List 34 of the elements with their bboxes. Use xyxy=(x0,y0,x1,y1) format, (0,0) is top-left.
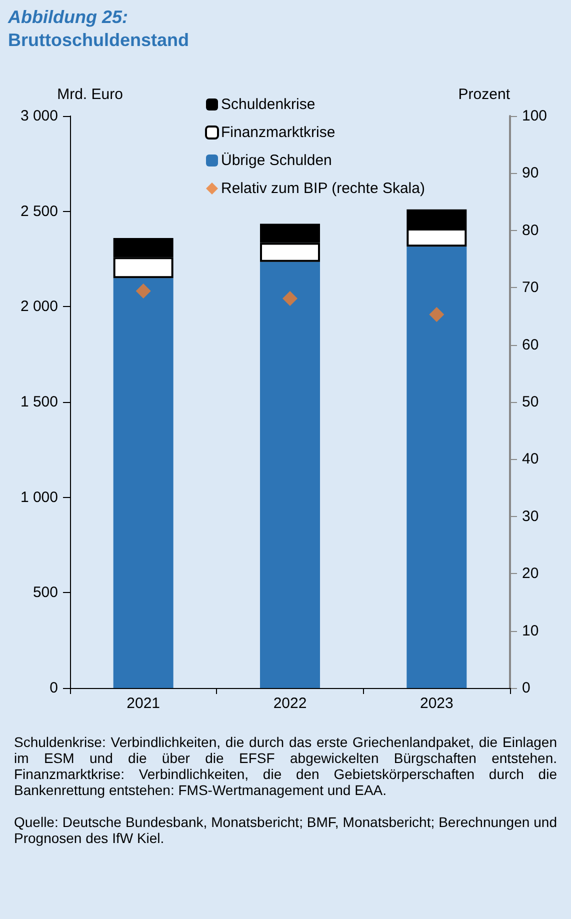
y-tick-label: 500 xyxy=(32,584,58,602)
bar xyxy=(113,278,174,688)
y2-tick-label: 10 xyxy=(522,622,539,640)
legend-label: Schuldenkrise xyxy=(221,96,316,113)
y2-tick-label: 70 xyxy=(522,279,539,296)
chart-title: Abbildung 25: xyxy=(8,6,129,29)
legend-label: Relativ zum BIP (rechte Skala) xyxy=(221,180,425,197)
y-tick-label: 1 000 xyxy=(20,488,58,506)
source-note: Quelle: Deutsche Bundesbank, Monatsbericht; BMF, Monatsbericht; Berechnungen und Prognosen des IfW Kiel. xyxy=(14,814,557,846)
x-tick-label: 2023 xyxy=(420,695,454,712)
y2-tick-label: 30 xyxy=(522,508,539,525)
y2-axis-title: Prozent xyxy=(458,86,511,103)
y2-tick-label: 40 xyxy=(522,450,539,468)
bar xyxy=(260,262,320,688)
y-tick-label: 2 000 xyxy=(20,298,58,316)
legend-label: Finanzmarktkrise xyxy=(221,124,336,141)
x-tick-label: 2022 xyxy=(273,695,307,712)
bar xyxy=(406,246,467,688)
y2-tick-label: 100 xyxy=(522,108,548,124)
y-tick-label: 2 500 xyxy=(20,202,58,220)
y2-tick-label: 20 xyxy=(522,565,539,582)
y2-tick-label: 90 xyxy=(522,164,539,182)
y-tick-label: 1 500 xyxy=(20,394,58,410)
y-tick-label: 3 000 xyxy=(20,108,58,124)
y-axis-title: Mrd. Euro xyxy=(57,86,123,103)
y2-tick-label: 60 xyxy=(522,336,539,354)
y2-tick-label: 80 xyxy=(522,222,539,239)
y2-tick-label: 50 xyxy=(522,394,539,410)
x-tick-label: 2021 xyxy=(126,695,160,712)
legend-label: Übrige Schulden xyxy=(221,152,332,169)
text: Schuldenkrise: Verbindlichkeiten, die durch das erste Griechenlandpaket, die Einlagen im ESM und die über die EFSF abgewickelten Bürgschaften entstehen. Finanzmarktkrise: Verbindlichkeiten, die den Gebietskörperschaften durch die Bankenrettung entstehen: FMS-Wertmanagement und EAA. xyxy=(14,734,557,798)
chart-subtitle: Bruttoschuldenstand xyxy=(8,29,190,52)
y2-tick-label: 0 xyxy=(522,680,530,696)
y-tick-label: 0 xyxy=(50,680,58,696)
